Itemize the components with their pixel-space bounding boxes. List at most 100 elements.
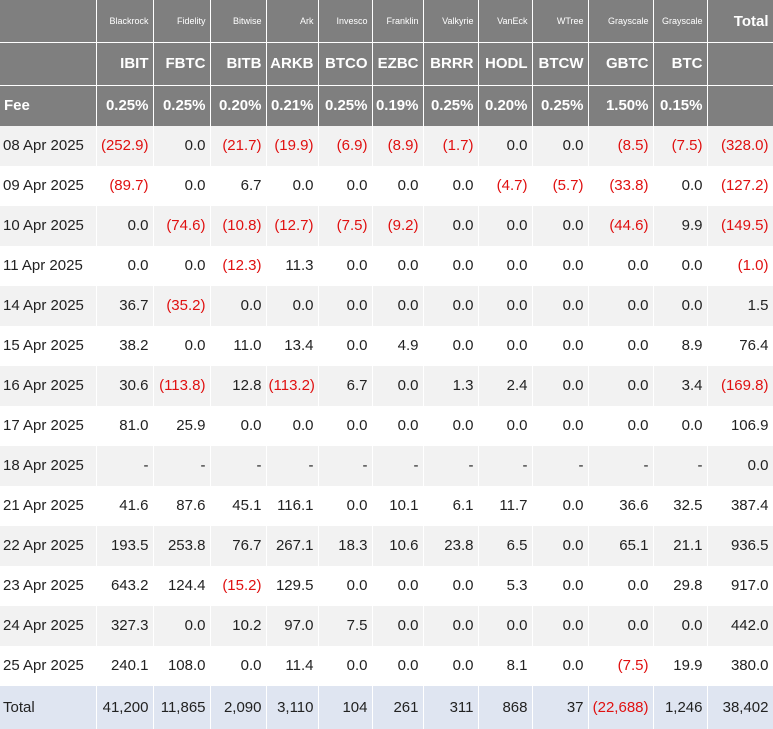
issuer-row: Blackrock Fidelity Bitwise Ark Invesco Frankl… (0, 0, 773, 42)
flow-value: - (153, 445, 211, 486)
flow-value: - (266, 445, 319, 486)
total-row: Total 41,200 11,865 2,090 3,110 104 261 311 868 3… (0, 685, 773, 729)
flow-value: 0.0 (478, 605, 533, 646)
flow-value: 0.0 (532, 285, 589, 326)
flow-value: (1.7) (423, 125, 479, 166)
flow-value: 0.0 (96, 205, 154, 246)
flow-value: - (318, 445, 373, 486)
total-value: 1,246 (653, 685, 708, 729)
flow-value: 0.0 (423, 605, 479, 646)
issuer-name: Grayscale (653, 0, 708, 42)
total-value: 868 (478, 685, 533, 729)
flow-value: 327.3 (96, 605, 154, 646)
flow-value: (4.7) (478, 165, 533, 206)
flow-value: 10.6 (372, 525, 424, 566)
flow-value: 12.8 (210, 365, 267, 406)
flow-value: 267.1 (266, 525, 319, 566)
flow-value: 0.0 (372, 605, 424, 646)
date: 14 Apr 2025 (0, 285, 97, 326)
flow-value: - (96, 445, 154, 486)
issuer-name: Valkyrie (423, 0, 479, 42)
flow-value: 0.0 (588, 605, 654, 646)
flow-value: 0.0 (423, 285, 479, 326)
flow-value: 0.0 (532, 125, 589, 166)
data-row: 18 Apr 2025- - - - - - - - - - -0.0 (0, 445, 773, 486)
flow-value: 0.0 (423, 205, 479, 246)
date: 17 Apr 2025 (0, 405, 97, 446)
flow-value: 0.0 (532, 365, 589, 406)
flow-value: (44.6) (588, 205, 654, 246)
flow-value: (113.2) (266, 365, 319, 406)
flow-value: (35.2) (153, 285, 211, 326)
flow-value: (252.9) (96, 125, 154, 166)
fee: 0.25% (423, 84, 479, 126)
flow-value: 0.0 (372, 245, 424, 286)
ticker: BTCO (318, 41, 373, 85)
data-row: 08 Apr 2025 (252.9) 0.0 (21.7) (19.9) (6.9) (8… (0, 125, 773, 166)
flow-value: 19.9 (653, 645, 708, 686)
data-row: 14 Apr 2025 36.7 (35.2) 0.0 0.0 0.0 0.0 0.0 0.0 0… (0, 285, 773, 326)
date: 23 Apr 2025 (0, 565, 97, 606)
flow-value: 0.0 (372, 365, 424, 406)
flow-value: (7.5) (318, 205, 373, 246)
flow-value: 193.5 (96, 525, 154, 566)
flow-value: 18.3 (318, 525, 373, 566)
flow-value: (7.5) (588, 645, 654, 686)
data-row: 21 Apr 2025 41.6 87.6 45.1 116.1 0.0 10.1 6.1 11… (0, 485, 773, 526)
flow-value: (5.7) (532, 165, 589, 206)
flow-value: 0.0 (653, 405, 708, 446)
flow-value: 21.1 (653, 525, 708, 566)
flow-value: 0.0 (478, 285, 533, 326)
flow-value: 0.0 (423, 405, 479, 446)
flow-value: 0.0 (318, 245, 373, 286)
flow-value: 0.0 (153, 605, 211, 646)
date: 16 Apr 2025 (0, 365, 97, 406)
data-row: 22 Apr 2025 193.5 253.8 76.7 267.1 18.3 10.6 23… (0, 525, 773, 566)
flow-value: 0.0 (532, 605, 589, 646)
date: 08 Apr 2025 (0, 125, 97, 166)
flow-value: (21.7) (210, 125, 267, 166)
total-value: (22,688) (588, 685, 654, 729)
flow-value: - (588, 445, 654, 486)
corner-cell (0, 41, 97, 85)
flow-value: 0.0 (532, 325, 589, 366)
data-row: 11 Apr 2025 0.0 0.0 (12.3) 11.3 0.0 0.0 0.0 0.0 0… (0, 245, 773, 286)
ticker: BTC (653, 41, 708, 85)
flow-value: 0.0 (372, 645, 424, 686)
flow-value: (7.5) (653, 125, 708, 166)
flow-value: 0.0 (372, 165, 424, 206)
flow-value: 30.6 (96, 365, 154, 406)
date: 25 Apr 2025 (0, 645, 97, 686)
flow-value: (6.9) (318, 125, 373, 166)
row-total: 387.4 (707, 485, 773, 526)
flow-value: 0.0 (478, 405, 533, 446)
flow-value: - (372, 445, 424, 486)
flow-value: 0.0 (532, 245, 589, 286)
flow-value: 124.4 (153, 565, 211, 606)
flow-value: 36.6 (588, 485, 654, 526)
flow-value: 87.6 (153, 485, 211, 526)
flow-value: 0.0 (372, 405, 424, 446)
flow-value: 0.0 (423, 245, 479, 286)
date: 21 Apr 2025 (0, 485, 97, 526)
fee: 0.15% (653, 84, 708, 126)
issuer-name: Blackrock (96, 0, 154, 42)
flow-value: 23.8 (423, 525, 479, 566)
flow-value: 0.0 (532, 405, 589, 446)
total-value: 38,402 (707, 685, 773, 729)
flow-value: 108.0 (153, 645, 211, 686)
flow-value: 10.2 (210, 605, 267, 646)
flow-value: 0.0 (210, 285, 267, 326)
date: 18 Apr 2025 (0, 445, 97, 486)
flow-value: (9.2) (372, 205, 424, 246)
flow-value: 25.9 (153, 405, 211, 446)
flow-value: - (423, 445, 479, 486)
flow-value: 32.5 (653, 485, 708, 526)
issuer-name: Grayscale (588, 0, 654, 42)
flow-value: 0.0 (210, 645, 267, 686)
flow-value: 0.0 (318, 565, 373, 606)
flow-value: 116.1 (266, 485, 319, 526)
total-value: 2,090 (210, 685, 267, 729)
issuer-name: WTree (532, 0, 589, 42)
flow-value: 0.0 (153, 125, 211, 166)
